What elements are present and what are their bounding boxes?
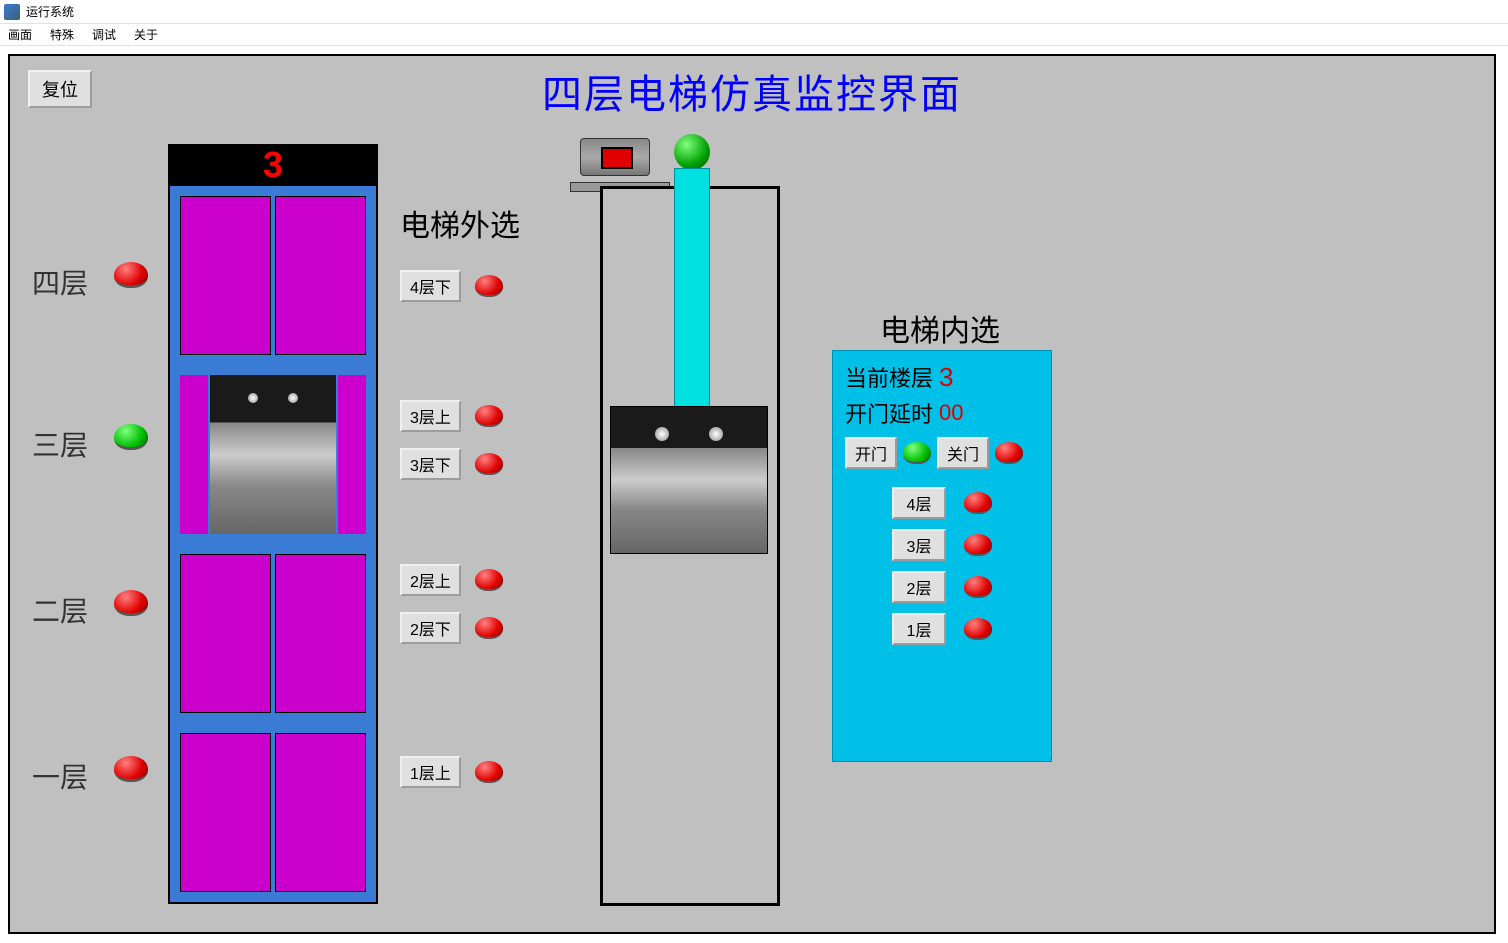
open-door-lamp bbox=[903, 442, 931, 464]
elevator-cab bbox=[610, 406, 768, 554]
lamp-4-down bbox=[475, 275, 503, 297]
window-title: 运行系统 bbox=[26, 3, 74, 20]
lamp-3-down bbox=[475, 453, 503, 475]
floor-2-cell bbox=[180, 554, 366, 713]
floor-4-cell bbox=[180, 196, 366, 355]
close-door-lamp bbox=[995, 442, 1023, 464]
close-door-button[interactable]: 关门 bbox=[937, 437, 989, 469]
door-delay-value: 00 bbox=[939, 400, 963, 426]
floor-number-display: 3 bbox=[168, 144, 378, 186]
door-right bbox=[275, 554, 366, 713]
floor-1-lamp bbox=[114, 756, 148, 782]
floor-3-lamp bbox=[114, 424, 148, 450]
lamp-3-up bbox=[475, 405, 503, 427]
door-left-open bbox=[180, 375, 208, 534]
int-btn-4[interactable]: 4层 bbox=[892, 487, 946, 519]
menu-screen[interactable]: 画面 bbox=[8, 26, 32, 43]
floor-1-label: 一层 bbox=[32, 756, 88, 796]
floor-3-label: 三层 bbox=[32, 424, 88, 464]
btn-1-up[interactable]: 1层上 bbox=[400, 756, 461, 788]
menubar: 画面 特殊 调试 关于 bbox=[0, 24, 1508, 46]
current-floor-value: 3 bbox=[939, 362, 953, 393]
current-floor-label: 当前楼层 bbox=[845, 361, 933, 393]
internal-call-panel: 当前楼层 3 开门延时 00 开门 关门 4层 3层 2层 1层 bbox=[832, 350, 1052, 762]
app-icon bbox=[4, 4, 20, 20]
reset-button[interactable]: 复位 bbox=[28, 70, 92, 108]
lamp-2-up bbox=[475, 569, 503, 591]
motor-icon bbox=[570, 130, 670, 192]
door-right bbox=[275, 733, 366, 892]
btn-4-down[interactable]: 4层下 bbox=[400, 270, 461, 302]
floor-2-lamp bbox=[114, 590, 148, 616]
floor-2-label: 二层 bbox=[32, 590, 88, 630]
door-left bbox=[180, 554, 271, 713]
floor-4-label: 四层 bbox=[32, 262, 88, 302]
external-call-title: 电梯外选 bbox=[400, 201, 520, 245]
door-right bbox=[275, 196, 366, 355]
floor-3-cell bbox=[180, 375, 366, 534]
elevator-cable bbox=[674, 168, 710, 412]
floor-4-lamp bbox=[114, 262, 148, 288]
door-left bbox=[180, 196, 271, 355]
lamp-1-up bbox=[475, 761, 503, 783]
int-lamp-2 bbox=[964, 576, 992, 598]
lamp-2-down bbox=[475, 617, 503, 639]
floor-1-cell bbox=[180, 733, 366, 892]
door-right-open bbox=[338, 375, 366, 534]
int-btn-3[interactable]: 3层 bbox=[892, 529, 946, 561]
motor-status-lamp bbox=[674, 134, 710, 170]
int-lamp-1 bbox=[964, 618, 992, 640]
window-titlebar: 运行系统 bbox=[0, 0, 1508, 24]
menu-debug[interactable]: 调试 bbox=[92, 26, 116, 43]
open-door-button[interactable]: 开门 bbox=[845, 437, 897, 469]
door-delay-label: 开门延时 bbox=[845, 397, 933, 429]
hmi-canvas: 复位 四层电梯仿真监控界面 3 四层 三层 二层 一层 电梯外选 4层下 bbox=[8, 54, 1496, 934]
door-left bbox=[180, 733, 271, 892]
menu-about[interactable]: 关于 bbox=[134, 26, 158, 43]
menu-special[interactable]: 特殊 bbox=[50, 26, 74, 43]
cab-interior bbox=[210, 375, 336, 534]
int-lamp-3 bbox=[964, 534, 992, 556]
btn-2-down[interactable]: 2层下 bbox=[400, 612, 461, 644]
page-title: 四层电梯仿真监控界面 bbox=[542, 62, 962, 120]
btn-3-down[interactable]: 3层下 bbox=[400, 448, 461, 480]
int-btn-1[interactable]: 1层 bbox=[892, 613, 946, 645]
int-btn-2[interactable]: 2层 bbox=[892, 571, 946, 603]
int-lamp-4 bbox=[964, 492, 992, 514]
internal-call-title: 电梯内选 bbox=[880, 306, 1000, 350]
btn-2-up[interactable]: 2层上 bbox=[400, 564, 461, 596]
elevator-shaft-left bbox=[168, 184, 378, 904]
btn-3-up[interactable]: 3层上 bbox=[400, 400, 461, 432]
